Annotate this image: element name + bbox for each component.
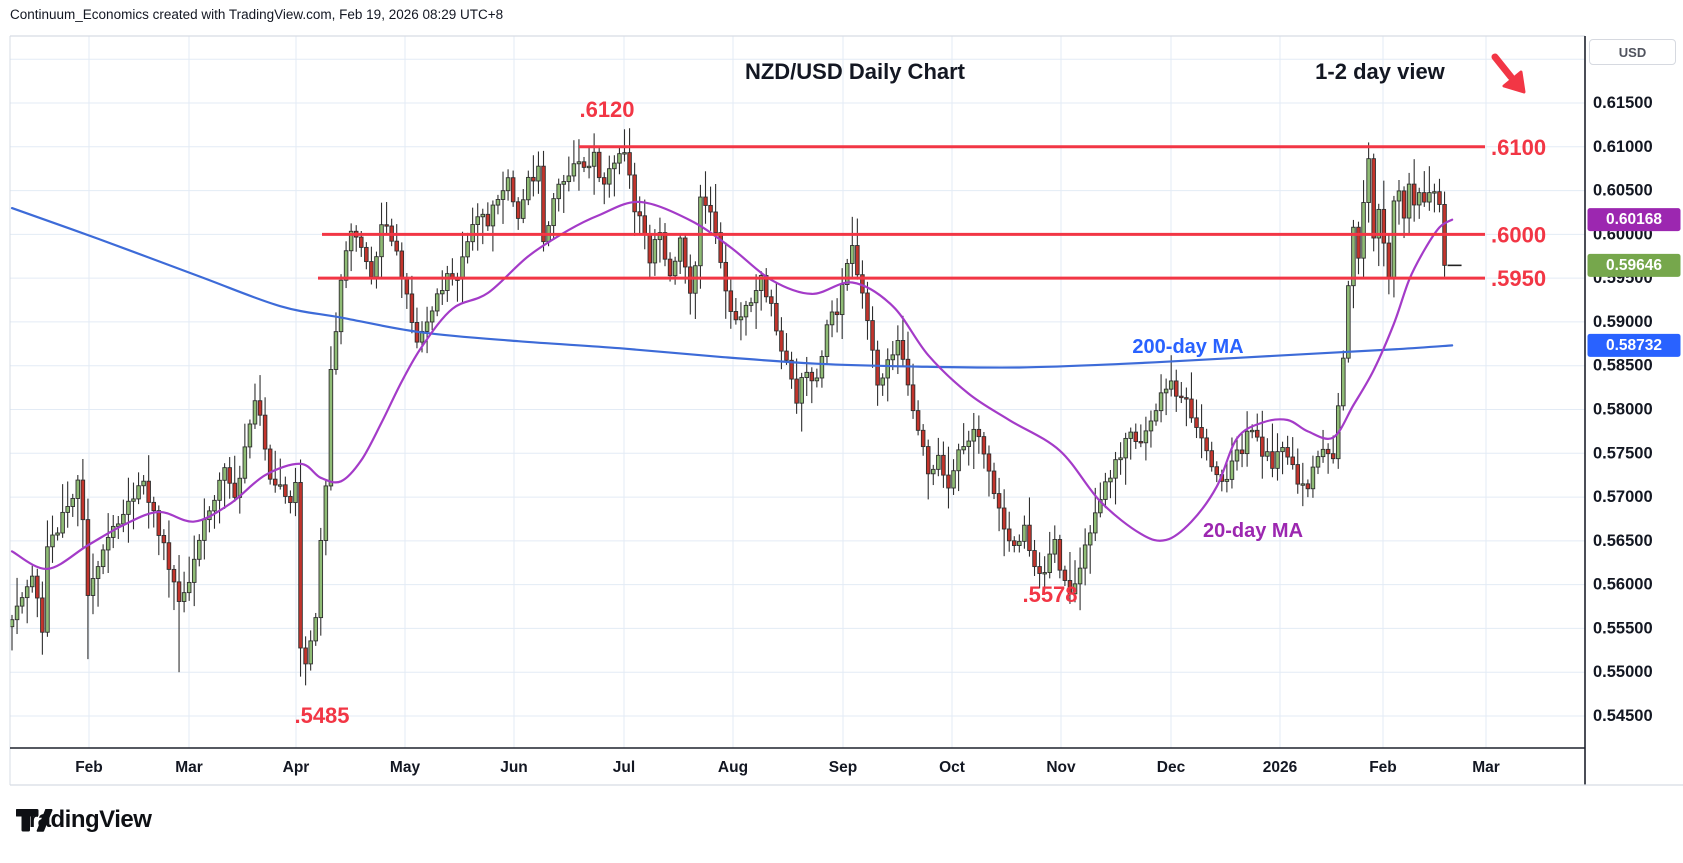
- currency-unit-button[interactable]: USD: [1589, 39, 1676, 65]
- chart-annotations: .6120 .5578 .5485 200-day MA 20-day MA: [294, 97, 1303, 728]
- time-tick-label: Feb: [1369, 759, 1397, 776]
- view-note-label: 1-2 day view: [1315, 59, 1445, 84]
- axis-badge-last-price: [1587, 253, 1681, 277]
- price-tick-label: 0.57500: [1593, 444, 1653, 462]
- support-resistance-lines: .6100 .6000 .5950: [318, 135, 1546, 291]
- time-tick-label: Mar: [175, 759, 203, 776]
- price-annotation-5485: .5485: [294, 703, 349, 728]
- tradingview-logo-icon: [16, 809, 53, 832]
- time-tick-label: Oct: [939, 759, 965, 776]
- price-tick-label: 0.56500: [1593, 532, 1653, 550]
- tradingview-logo[interactable]: TradingView: [16, 806, 152, 834]
- ma200-line: [10, 206, 1454, 369]
- time-tick-label: Aug: [718, 759, 748, 776]
- price-annotation-6120: .6120: [579, 97, 634, 122]
- ma-label-200day: 200-day MA: [1132, 336, 1243, 358]
- chart-title: NZD/USD Daily Chart: [744, 59, 966, 84]
- ma20-path: [10, 200, 1454, 570]
- ma-label-20day: 20-day MA: [1203, 520, 1303, 542]
- price-tick-label: 0.56000: [1593, 576, 1653, 594]
- price-axis[interactable]: 0.615000.610000.605000.600000.595000.590…: [1587, 94, 1681, 725]
- candles-layer: [9, 128, 1462, 686]
- price-tick-label: 0.58500: [1593, 357, 1653, 375]
- time-tick-label: Jun: [500, 759, 528, 776]
- level-label-5950: .5950: [1491, 266, 1546, 291]
- chart-borders: [9, 35, 1683, 786]
- time-tick-label: May: [390, 759, 421, 776]
- time-tick-label: Feb: [75, 759, 103, 776]
- axis-badge-text-ma20-value: 0.60168: [1606, 211, 1662, 228]
- price-tick-label: 0.55000: [1593, 663, 1653, 681]
- time-tick-label: Mar: [1472, 759, 1500, 776]
- level-label-6000: .6000: [1491, 222, 1546, 247]
- price-tick-label: 0.59000: [1593, 313, 1653, 331]
- time-tick-label: Dec: [1157, 759, 1186, 776]
- axis-badge-ma200-value: [1587, 333, 1681, 357]
- axis-badge-ma20-value: [1587, 208, 1681, 232]
- price-tick-label: 0.55500: [1593, 619, 1653, 637]
- price-annotation-5578: .5578: [1022, 582, 1077, 607]
- ma200-path: [10, 206, 1454, 369]
- price-tick-label: 0.61000: [1593, 138, 1653, 156]
- ma20-line: [10, 200, 1454, 570]
- level-label-6100: .6100: [1491, 135, 1546, 160]
- axis-badge-text-last-price: 0.59646: [1606, 257, 1662, 274]
- time-tick-label: Jul: [613, 759, 635, 776]
- trend-down-arrow-icon: [1491, 53, 1526, 94]
- price-tick-label: 0.54500: [1593, 707, 1653, 725]
- time-tick-label: 2026: [1263, 759, 1298, 776]
- time-tick-label: Apr: [283, 759, 310, 776]
- time-tick-label: Nov: [1046, 759, 1076, 776]
- time-tick-label: Sep: [829, 759, 857, 776]
- price-tick-label: 0.60500: [1593, 182, 1653, 200]
- attribution-text: Continuum_Economics created with Trading…: [10, 7, 504, 22]
- price-tick-label: 0.61500: [1593, 94, 1653, 112]
- axis-badge-text-ma200-value: 0.58732: [1606, 337, 1662, 354]
- time-axis[interactable]: Feb Mar Apr May Jun Jul Aug Sep Oct Nov Dec 2026 Feb…: [75, 759, 1500, 776]
- price-tick-label: 0.58000: [1593, 401, 1653, 419]
- price-tick-label: 0.57000: [1593, 488, 1653, 506]
